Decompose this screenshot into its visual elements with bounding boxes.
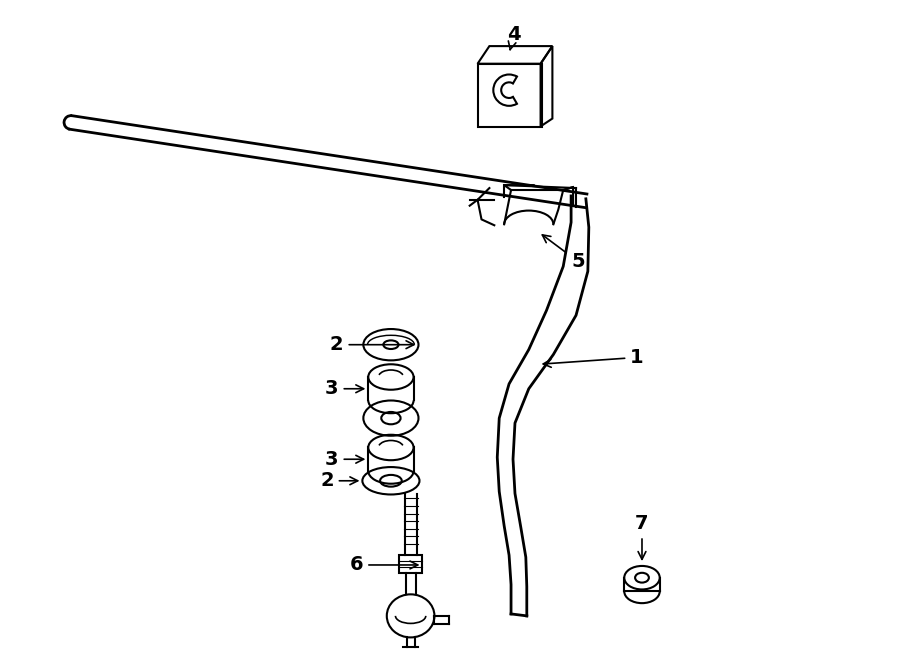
Bar xyxy=(399,555,422,573)
Text: 6: 6 xyxy=(350,555,418,574)
Text: 2: 2 xyxy=(320,471,357,490)
Text: 3: 3 xyxy=(325,449,364,469)
Text: 7: 7 xyxy=(635,514,649,559)
Text: 5: 5 xyxy=(543,235,585,271)
Text: 4: 4 xyxy=(508,25,521,50)
Bar xyxy=(478,63,542,128)
Text: 1: 1 xyxy=(544,348,644,368)
Text: 2: 2 xyxy=(330,335,414,354)
Text: 3: 3 xyxy=(325,379,364,398)
